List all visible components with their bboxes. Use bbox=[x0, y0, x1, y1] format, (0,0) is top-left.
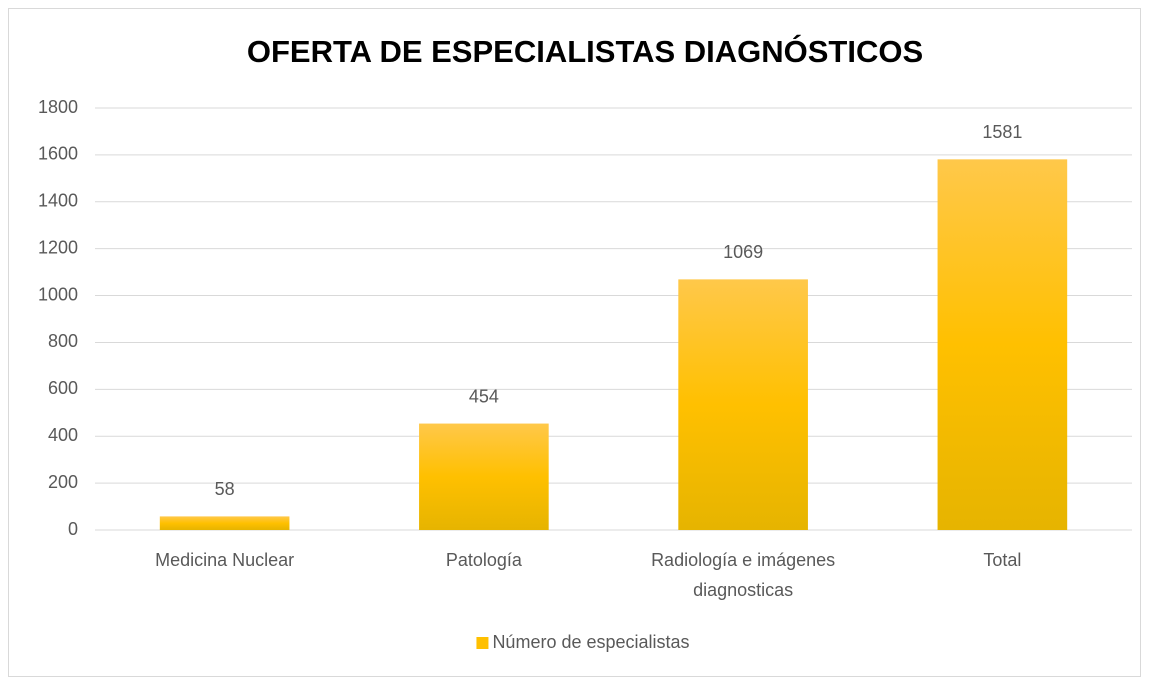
y-tick-label: 1600 bbox=[38, 144, 78, 164]
x-tick-label-line: diagnosticas bbox=[693, 580, 793, 600]
data-label: 1581 bbox=[982, 122, 1022, 142]
data-label: 1069 bbox=[723, 242, 763, 262]
bar bbox=[159, 516, 290, 530]
legend-swatch bbox=[476, 637, 489, 649]
x-tick-label: Radiología e imágenes diagnosticas bbox=[651, 550, 835, 600]
data-label: 58 bbox=[215, 479, 235, 499]
bar bbox=[419, 423, 549, 530]
legend-label: Número de especialistas bbox=[492, 632, 689, 652]
x-tick-label: Patología bbox=[446, 550, 523, 570]
y-tick-label: 200 bbox=[48, 472, 78, 492]
bar bbox=[937, 159, 1068, 531]
y-tick-label: 0 bbox=[68, 519, 78, 539]
chart-title: OFERTA DE ESPECIALISTAS DIAGNÓSTICOS bbox=[247, 33, 923, 69]
x-tick-label: Total bbox=[983, 550, 1021, 570]
y-tick-label: 800 bbox=[48, 331, 78, 351]
x-tick-label: Medicina Nuclear bbox=[155, 550, 294, 570]
y-tick-label: 1400 bbox=[38, 191, 78, 211]
data-label: 454 bbox=[469, 386, 499, 406]
y-tick-label: 1800 bbox=[38, 97, 78, 117]
bar bbox=[678, 279, 808, 530]
y-tick-label: 1200 bbox=[38, 237, 78, 257]
x-tick-label-line: Radiología e imágenes bbox=[651, 550, 835, 570]
y-tick-label: 600 bbox=[48, 378, 78, 398]
y-tick-label: 400 bbox=[48, 425, 78, 445]
y-tick-label: 1000 bbox=[38, 284, 78, 304]
